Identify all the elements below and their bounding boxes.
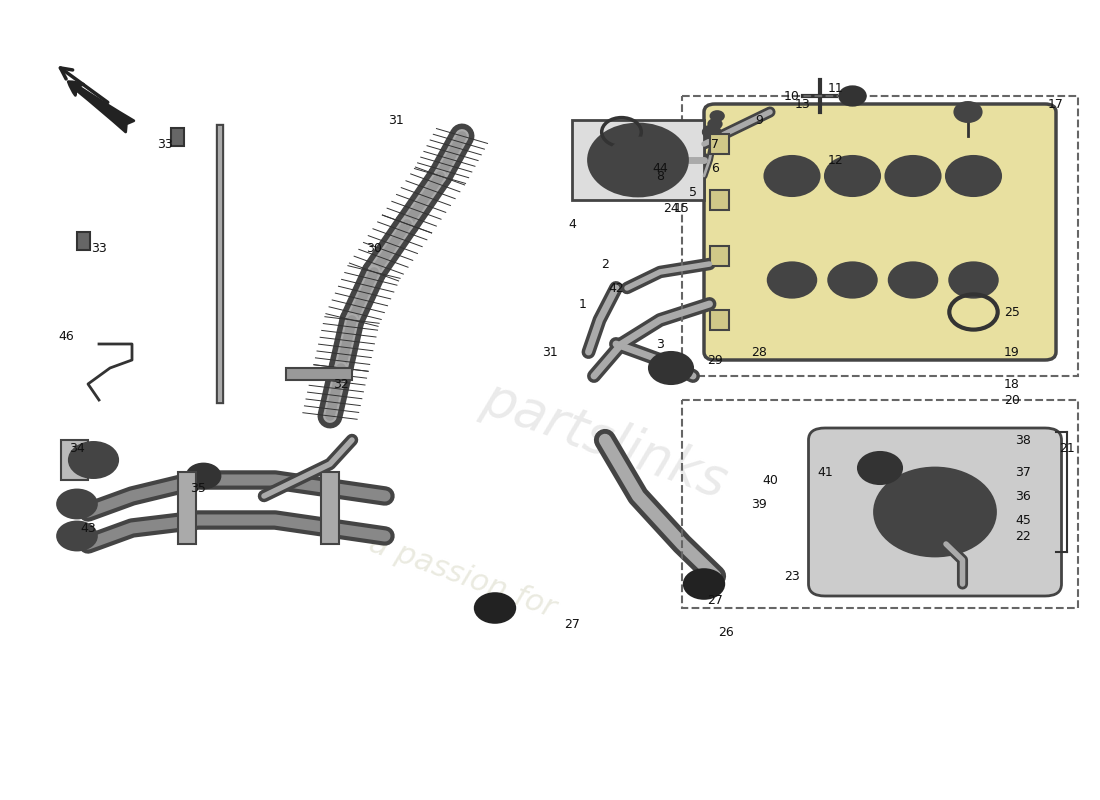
Text: partslinks: partslinks: [475, 372, 735, 508]
Circle shape: [828, 262, 877, 298]
Circle shape: [588, 124, 688, 196]
Circle shape: [57, 522, 97, 550]
Circle shape: [825, 156, 880, 196]
Circle shape: [768, 262, 816, 298]
Text: 6: 6: [711, 162, 719, 174]
Circle shape: [886, 156, 940, 196]
Text: 20: 20: [1004, 394, 1020, 406]
Text: 32: 32: [333, 378, 349, 390]
Bar: [710, 134, 729, 154]
Text: 25: 25: [1004, 306, 1020, 318]
Bar: [682, 96, 1078, 376]
Text: 35: 35: [190, 482, 206, 494]
Circle shape: [896, 164, 929, 188]
Text: 3: 3: [656, 338, 664, 350]
Text: 5: 5: [689, 186, 697, 198]
Text: 33: 33: [91, 242, 107, 254]
Bar: [60, 440, 88, 480]
Circle shape: [711, 111, 724, 121]
Text: 19: 19: [1004, 346, 1020, 358]
Text: 46: 46: [58, 330, 74, 342]
Circle shape: [649, 352, 693, 384]
Text: 31: 31: [388, 114, 404, 126]
FancyBboxPatch shape: [808, 428, 1062, 596]
Circle shape: [69, 442, 118, 478]
Circle shape: [57, 490, 97, 518]
Circle shape: [949, 262, 998, 298]
Text: 30: 30: [366, 242, 382, 254]
Text: 8: 8: [656, 170, 664, 182]
Text: 41: 41: [817, 466, 833, 478]
Text: 23: 23: [784, 570, 800, 582]
Text: 36: 36: [1015, 490, 1031, 502]
Text: 34: 34: [69, 442, 85, 454]
Text: 13: 13: [795, 98, 811, 110]
Bar: [710, 190, 729, 210]
Text: 45: 45: [1015, 514, 1031, 526]
Text: 37: 37: [1015, 466, 1031, 478]
Circle shape: [475, 594, 515, 622]
Circle shape: [955, 102, 981, 122]
Circle shape: [776, 164, 808, 188]
Circle shape: [896, 484, 974, 540]
Circle shape: [764, 156, 820, 196]
Circle shape: [957, 164, 990, 188]
Text: 29: 29: [707, 354, 723, 366]
Bar: [321, 472, 339, 544]
Text: 26: 26: [718, 626, 734, 638]
Text: 1: 1: [579, 298, 587, 310]
Circle shape: [874, 468, 996, 556]
Text: 33: 33: [157, 138, 173, 150]
Text: 4: 4: [568, 218, 576, 230]
Text: 28: 28: [751, 346, 767, 358]
Text: 31: 31: [542, 346, 558, 358]
Text: a passion for: a passion for: [365, 529, 559, 623]
Text: 24: 24: [663, 202, 679, 214]
Text: 11: 11: [828, 82, 844, 94]
Text: 22: 22: [1015, 530, 1031, 542]
Bar: [572, 120, 704, 200]
FancyBboxPatch shape: [704, 104, 1056, 360]
Text: 39: 39: [751, 498, 767, 510]
Text: 10: 10: [784, 90, 800, 102]
Text: 9: 9: [755, 114, 763, 126]
Circle shape: [684, 570, 724, 598]
Text: 43: 43: [80, 522, 96, 534]
Text: 17: 17: [1048, 98, 1064, 110]
Circle shape: [946, 156, 1001, 196]
Text: 7: 7: [711, 138, 719, 150]
Bar: [710, 310, 729, 330]
Text: 27: 27: [707, 594, 723, 606]
Circle shape: [858, 452, 902, 484]
Circle shape: [839, 86, 866, 106]
Bar: [178, 472, 196, 544]
Bar: [610, 132, 665, 188]
Circle shape: [187, 464, 220, 488]
Bar: [682, 400, 1078, 608]
Text: 42: 42: [608, 282, 624, 294]
Bar: [170, 128, 184, 146]
Text: 40: 40: [762, 474, 778, 486]
Circle shape: [864, 456, 896, 480]
Text: 12: 12: [828, 154, 844, 166]
Circle shape: [607, 138, 669, 182]
Bar: [77, 232, 90, 250]
Text: 38: 38: [1015, 434, 1031, 446]
Circle shape: [836, 164, 869, 188]
Text: 15: 15: [674, 202, 690, 214]
Text: 27: 27: [564, 618, 580, 630]
Text: 21: 21: [1059, 442, 1075, 454]
Bar: [286, 368, 352, 380]
Text: 2: 2: [601, 258, 609, 270]
Text: 18: 18: [1004, 378, 1020, 390]
Bar: [710, 246, 729, 266]
Circle shape: [703, 126, 720, 138]
Circle shape: [889, 262, 937, 298]
Circle shape: [708, 119, 722, 129]
Text: 44: 44: [652, 162, 668, 174]
